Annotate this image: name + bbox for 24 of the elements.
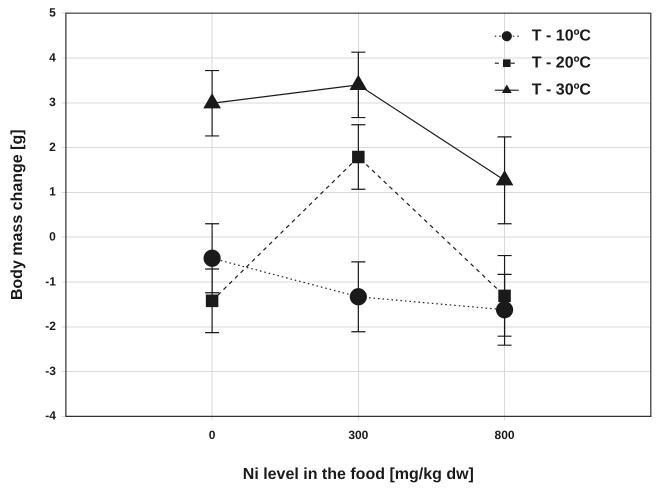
- legend-label: T - 20ºC: [532, 54, 592, 72]
- y-tick-label: 2: [49, 140, 56, 154]
- x-tick-label: 300: [348, 428, 369, 442]
- y-tick-label: 5: [49, 6, 56, 20]
- y-tick-label: -1: [45, 274, 56, 288]
- y-tick-label: 3: [49, 95, 56, 110]
- y-tick-label: -3: [45, 364, 56, 378]
- point: [206, 294, 218, 308]
- y-tick-label: -2: [45, 319, 56, 334]
- x-axis-title: Ni level in the food [mg/kg dw]: [242, 466, 474, 483]
- point: [204, 94, 220, 108]
- y-tick-label: -4: [45, 408, 56, 423]
- y-axis-title: Body mass change [g]: [9, 129, 26, 300]
- y-tick-label: 1: [49, 184, 56, 199]
- point: [204, 250, 221, 267]
- x-tick-label: 0: [208, 428, 216, 442]
- legend-label: T - 10ºC: [532, 28, 592, 45]
- y-tick-label: 4: [49, 50, 56, 64]
- point: [498, 290, 511, 302]
- point: [496, 301, 514, 318]
- legend-label: T - 30ºC: [532, 82, 592, 99]
- point: [496, 170, 513, 186]
- y-tick-label: 0: [49, 230, 56, 244]
- x-tick-label: 800: [494, 428, 515, 442]
